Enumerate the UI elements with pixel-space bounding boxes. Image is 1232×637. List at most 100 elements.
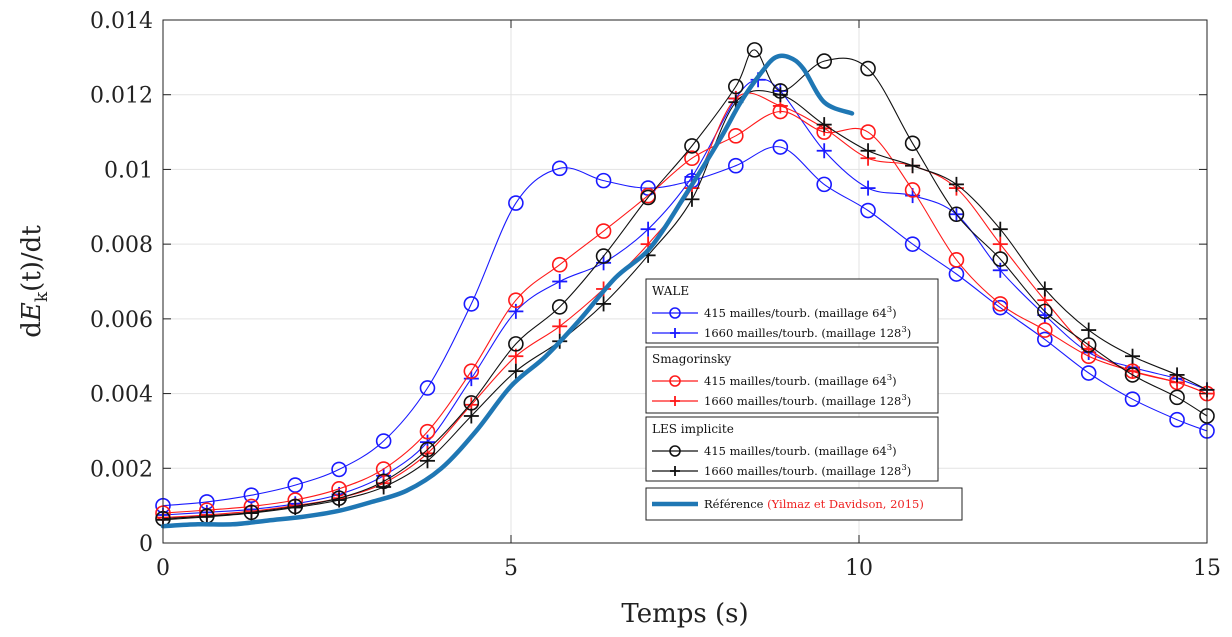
data-point (728, 157, 744, 174)
y-tick-label: 0.014 (90, 9, 153, 34)
y-tick-label: 0.004 (90, 383, 153, 408)
data-point (772, 139, 789, 155)
data-point (992, 221, 1008, 237)
data-point (684, 138, 700, 154)
x-tick-label: 10 (845, 556, 873, 581)
plot-frame (162, 19, 1208, 544)
x-axis-label: Temps (s) (621, 599, 748, 629)
data-point (595, 248, 612, 264)
data-point (243, 505, 259, 521)
data-point (992, 296, 1009, 312)
series-line (162, 49, 1208, 520)
data-point (596, 296, 612, 312)
data-point (508, 363, 524, 379)
data-point (551, 299, 568, 315)
data-point (595, 223, 612, 239)
legend-group: WALE 415 mailles/tourb. (maillage 643) 166… (645, 278, 939, 344)
data-point (419, 453, 435, 469)
data-point (992, 236, 1008, 252)
data-point (904, 182, 921, 198)
data-point (816, 53, 833, 69)
data-point (860, 202, 876, 219)
data-point (816, 143, 832, 159)
data-point (860, 60, 876, 77)
data-point (595, 172, 612, 189)
data-point (860, 143, 876, 159)
data-point (904, 236, 921, 252)
data-point (287, 500, 303, 516)
data-point (1124, 391, 1141, 407)
legend-marker (670, 466, 680, 476)
data-point (552, 318, 568, 334)
data-point (1125, 348, 1141, 364)
legend-group-title: LES implicite (652, 422, 734, 436)
data-point (508, 292, 524, 308)
data-point (905, 158, 921, 174)
x-tick-label: 5 (504, 556, 518, 581)
legend-group-title: WALE (652, 284, 689, 298)
data-point (551, 256, 568, 273)
legend-box (645, 278, 939, 344)
data-point (992, 299, 1009, 316)
data-point (684, 191, 700, 207)
data-point (1080, 337, 1097, 353)
data-point (463, 408, 479, 424)
legend-entry-label: 1660 mailles/tourb. (maillage 1283) (704, 325, 911, 340)
legend-entry-label: 415 mailles/tourb. (maillage 643) (704, 443, 897, 458)
series-line (162, 78, 1208, 516)
data-point (375, 433, 392, 449)
data-point (948, 206, 965, 223)
data-point (1124, 367, 1141, 383)
legend: WALE 415 mailles/tourb. (maillage 643) 166… (645, 278, 963, 521)
x-tick-label: 0 (156, 556, 170, 581)
data-point (640, 189, 656, 206)
y-axis-label: dEk(t)/dt (17, 225, 52, 338)
data-point (551, 160, 568, 177)
reference-legend-label: Référence (Yilmaz et Davidson, 2015) (704, 497, 924, 511)
legend-group: Smagorinsky 415 mailles/tourb. (maillage … (645, 346, 939, 414)
data-point (860, 180, 876, 196)
legend-box (645, 346, 939, 414)
y-tick-label: 0.012 (90, 84, 153, 109)
data-point (772, 87, 788, 103)
legend-entry-label: 415 mailles/tourb. (maillage 643) (704, 305, 897, 320)
data-point (376, 479, 392, 495)
reference-legend: Référence (Yilmaz et Davidson, 2015) (645, 487, 963, 521)
legend-group-title: Smagorinsky (652, 352, 731, 366)
data-point (287, 477, 304, 493)
data-point (860, 124, 876, 140)
series-0 (155, 139, 1215, 514)
y-tick-label: 0.002 (90, 457, 153, 482)
data-point (992, 251, 1009, 267)
data-point (816, 117, 832, 133)
series-2 (155, 103, 1215, 521)
data-point (746, 42, 763, 58)
legend-group: LES implicite 415 mailles/tourb. (maillag… (645, 416, 939, 482)
y-axis-label-text: dEk(t)/dt (17, 225, 52, 338)
series-line (162, 146, 1208, 507)
y-tick-label: 0.01 (104, 158, 153, 183)
y-tick-label: 0 (139, 532, 153, 557)
data-point (552, 274, 568, 289)
data-point (1081, 322, 1097, 338)
data-point (508, 336, 524, 352)
data-point (463, 296, 480, 312)
data-point (1037, 281, 1053, 297)
data-point (419, 380, 436, 396)
data-point (1037, 303, 1053, 320)
legend-marker (669, 445, 681, 457)
data-point (463, 363, 480, 379)
legend-entry-label: 1660 mailles/tourb. (maillage 1283) (704, 463, 911, 478)
data-point (199, 509, 215, 525)
legend-marker (670, 328, 680, 338)
data-point (1169, 389, 1185, 406)
legend-box (645, 416, 939, 482)
data-point (1037, 331, 1053, 348)
data-point (948, 176, 964, 192)
data-point (904, 135, 921, 152)
data-point (331, 461, 347, 478)
x-tick-label: 15 (1193, 556, 1221, 581)
data-point (728, 128, 744, 144)
legend-marker (669, 375, 681, 387)
